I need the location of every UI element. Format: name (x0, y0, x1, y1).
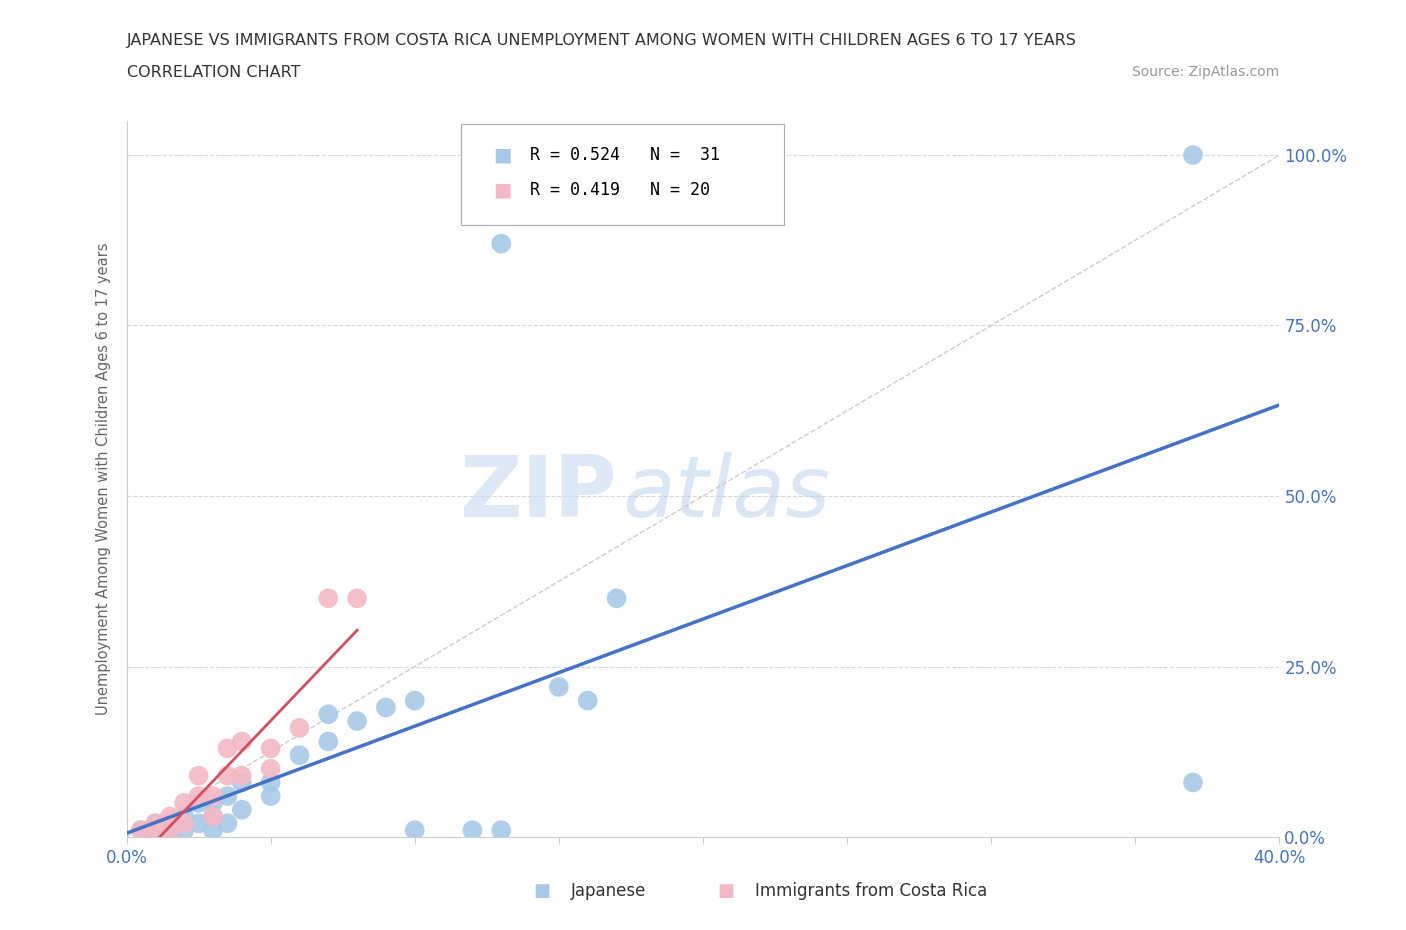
Point (346, 713, 368, 728)
Point (259, 775, 281, 790)
Point (187, 789, 209, 804)
Point (346, 591, 368, 605)
Point (159, 816, 181, 830)
Point (187, 768, 209, 783)
FancyBboxPatch shape (461, 125, 783, 225)
Text: ■: ■ (533, 882, 550, 899)
Point (231, 734, 253, 749)
Point (159, 809, 181, 824)
Point (202, 809, 225, 824)
Point (173, 823, 195, 838)
Point (318, 591, 340, 605)
Point (231, 768, 253, 783)
Point (159, 823, 181, 838)
Point (187, 795, 209, 810)
Point (217, 816, 239, 830)
Point (129, 823, 152, 838)
Point (404, 693, 426, 708)
Point (173, 809, 195, 824)
Point (1181, 148, 1204, 163)
Text: Source: ZipAtlas.com: Source: ZipAtlas.com (1132, 65, 1279, 79)
Point (145, 826, 166, 841)
Point (187, 816, 209, 830)
Point (259, 789, 281, 804)
Point (491, 236, 513, 251)
Point (374, 700, 398, 715)
Point (404, 823, 426, 838)
Point (288, 721, 311, 736)
Point (259, 762, 281, 777)
Point (159, 826, 181, 841)
Point (231, 803, 253, 817)
Text: R = 0.524   N =  31: R = 0.524 N = 31 (530, 146, 720, 164)
Point (606, 591, 628, 605)
Point (202, 823, 225, 838)
Text: Immigrants from Costa Rica: Immigrants from Costa Rica (755, 882, 987, 899)
Point (202, 795, 225, 810)
Point (202, 789, 225, 804)
Text: atlas: atlas (623, 452, 831, 535)
Point (259, 741, 281, 756)
Text: Japanese: Japanese (571, 882, 645, 899)
Text: ■: ■ (494, 145, 512, 164)
Y-axis label: Unemployment Among Women with Children Ages 6 to 17 years: Unemployment Among Women with Children A… (96, 243, 111, 715)
Point (548, 680, 571, 695)
Point (217, 789, 239, 804)
Text: ■: ■ (717, 882, 734, 899)
Point (491, 823, 513, 838)
Point (318, 734, 340, 749)
Point (231, 775, 253, 790)
Point (202, 809, 225, 824)
Point (145, 816, 166, 830)
Text: R = 0.419   N = 20: R = 0.419 N = 20 (530, 181, 710, 199)
Point (145, 816, 166, 830)
Point (288, 748, 311, 763)
Text: JAPANESE VS IMMIGRANTS FROM COSTA RICA UNEMPLOYMENT AMONG WOMEN WITH CHILDREN AG: JAPANESE VS IMMIGRANTS FROM COSTA RICA U… (127, 33, 1077, 47)
Text: ■: ■ (494, 180, 512, 200)
Point (461, 823, 484, 838)
Point (318, 707, 340, 722)
Text: CORRELATION CHART: CORRELATION CHART (127, 65, 299, 80)
Point (576, 693, 599, 708)
Point (145, 826, 166, 841)
Point (173, 816, 195, 830)
Point (1181, 775, 1204, 790)
Point (173, 795, 195, 810)
Point (217, 741, 239, 756)
Text: ZIP: ZIP (458, 452, 617, 535)
Point (217, 768, 239, 783)
Point (129, 823, 152, 838)
